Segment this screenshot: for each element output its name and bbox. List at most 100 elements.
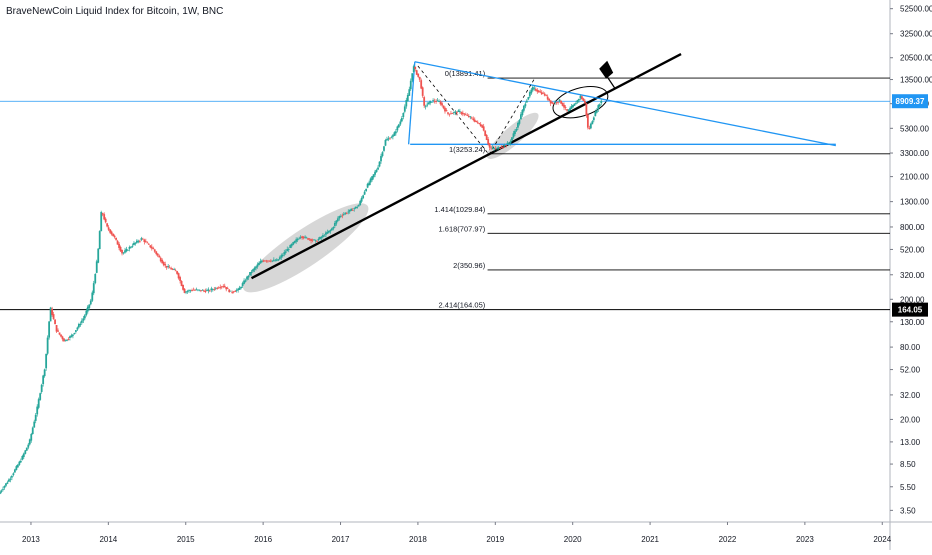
candle-body [319, 236, 321, 240]
candle-body [8, 479, 10, 482]
candle-body [575, 103, 577, 105]
candle-body [461, 112, 464, 115]
candle-body [508, 143, 510, 144]
price-marker [892, 94, 928, 109]
candle-body [456, 112, 458, 114]
candle-body [259, 261, 262, 264]
x-tick-label: 2023 [796, 535, 814, 544]
candle-body [286, 249, 289, 252]
candle-body [284, 251, 287, 253]
candle-body [31, 427, 34, 435]
x-tick-label: 2016 [254, 535, 272, 544]
candle-body [243, 280, 245, 284]
candle-body [394, 131, 397, 134]
candle-body [158, 255, 161, 258]
candle-body [75, 330, 77, 332]
candle-body [363, 191, 366, 195]
candle-body [377, 167, 379, 170]
y-tick-label: 5.50 [900, 483, 916, 492]
candle-body [347, 211, 350, 213]
candle-body [438, 101, 440, 102]
candle-body [255, 266, 257, 269]
candle-body [432, 100, 434, 101]
candle-body [201, 289, 204, 291]
y-tick-label: 5300.00 [900, 124, 929, 133]
candle-body [563, 104, 565, 108]
candle-body [238, 287, 241, 290]
candle-body [341, 215, 344, 217]
candle-body [49, 307, 52, 322]
candle-body [52, 314, 55, 320]
candle-body [384, 140, 387, 146]
candle-body [249, 272, 251, 276]
candle-body [420, 80, 423, 89]
candle-body [335, 220, 338, 224]
candle-body [228, 289, 231, 293]
candle-body [490, 147, 493, 149]
candle-body [323, 235, 326, 237]
candle-body [295, 239, 298, 242]
candle-body [582, 98, 585, 101]
candle-body [121, 249, 123, 254]
candle-body [536, 89, 539, 92]
candle-body [512, 133, 515, 138]
candle-body [484, 130, 487, 136]
candle-body [200, 290, 202, 292]
candle-body [424, 106, 427, 108]
candle-body [531, 86, 534, 91]
candle-body [45, 353, 48, 369]
y-tick-label: 32.00 [900, 391, 921, 400]
candle-body [473, 119, 476, 122]
candle-body [281, 254, 284, 257]
candle-body [517, 122, 519, 128]
candle-body [342, 214, 345, 215]
price-marker [892, 302, 928, 317]
candle-body [225, 287, 228, 290]
candle-body [302, 236, 305, 239]
candle-body [533, 87, 536, 89]
candle-body [36, 406, 39, 415]
candle-body [144, 241, 147, 242]
candle-body [174, 270, 177, 272]
candle-body [567, 109, 570, 112]
candle-body [496, 147, 498, 149]
candle-body [551, 102, 554, 104]
dashed-zigzag [417, 65, 535, 156]
y-tick-label: 20500.00 [900, 54, 932, 63]
candle-body [195, 289, 198, 291]
candle-body [360, 198, 363, 202]
candle-body [560, 100, 562, 104]
candle-body [381, 152, 384, 157]
candle-body [171, 268, 174, 270]
candle-body [247, 275, 250, 278]
y-tick-label: 2100.00 [900, 173, 929, 182]
candle-body [165, 265, 168, 268]
candle-body [369, 178, 372, 183]
candle-body [24, 450, 27, 454]
candle-body [61, 336, 64, 340]
candle-body [223, 285, 226, 288]
candle-body [500, 147, 503, 149]
candle-body [180, 281, 183, 287]
candle-body [399, 121, 402, 125]
candle-body [572, 104, 574, 108]
candle-body [333, 222, 336, 227]
candle-body [429, 100, 432, 104]
price-marker-label: 8909.37 [896, 97, 925, 106]
x-tick-label: 2019 [486, 535, 504, 544]
candle-body [264, 260, 266, 262]
candle-body [197, 289, 199, 291]
candle-body [57, 330, 59, 332]
candle-body [583, 100, 586, 103]
candle-body [317, 238, 320, 241]
candle-body [86, 306, 89, 312]
candle-body [113, 235, 116, 238]
candle-body [46, 337, 49, 354]
candle-body [133, 242, 135, 246]
candle-body [100, 212, 103, 232]
candle-body [6, 482, 9, 484]
fib-level-label: 1(3253.24) [449, 145, 486, 154]
candle-body [34, 414, 37, 421]
candle-body [325, 232, 327, 235]
